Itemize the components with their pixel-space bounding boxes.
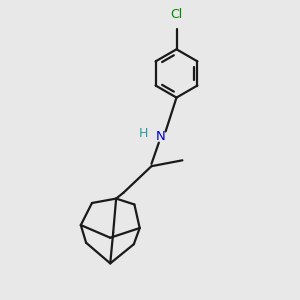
Text: H: H: [139, 127, 148, 140]
Text: N: N: [155, 130, 165, 143]
Text: Cl: Cl: [170, 8, 183, 21]
